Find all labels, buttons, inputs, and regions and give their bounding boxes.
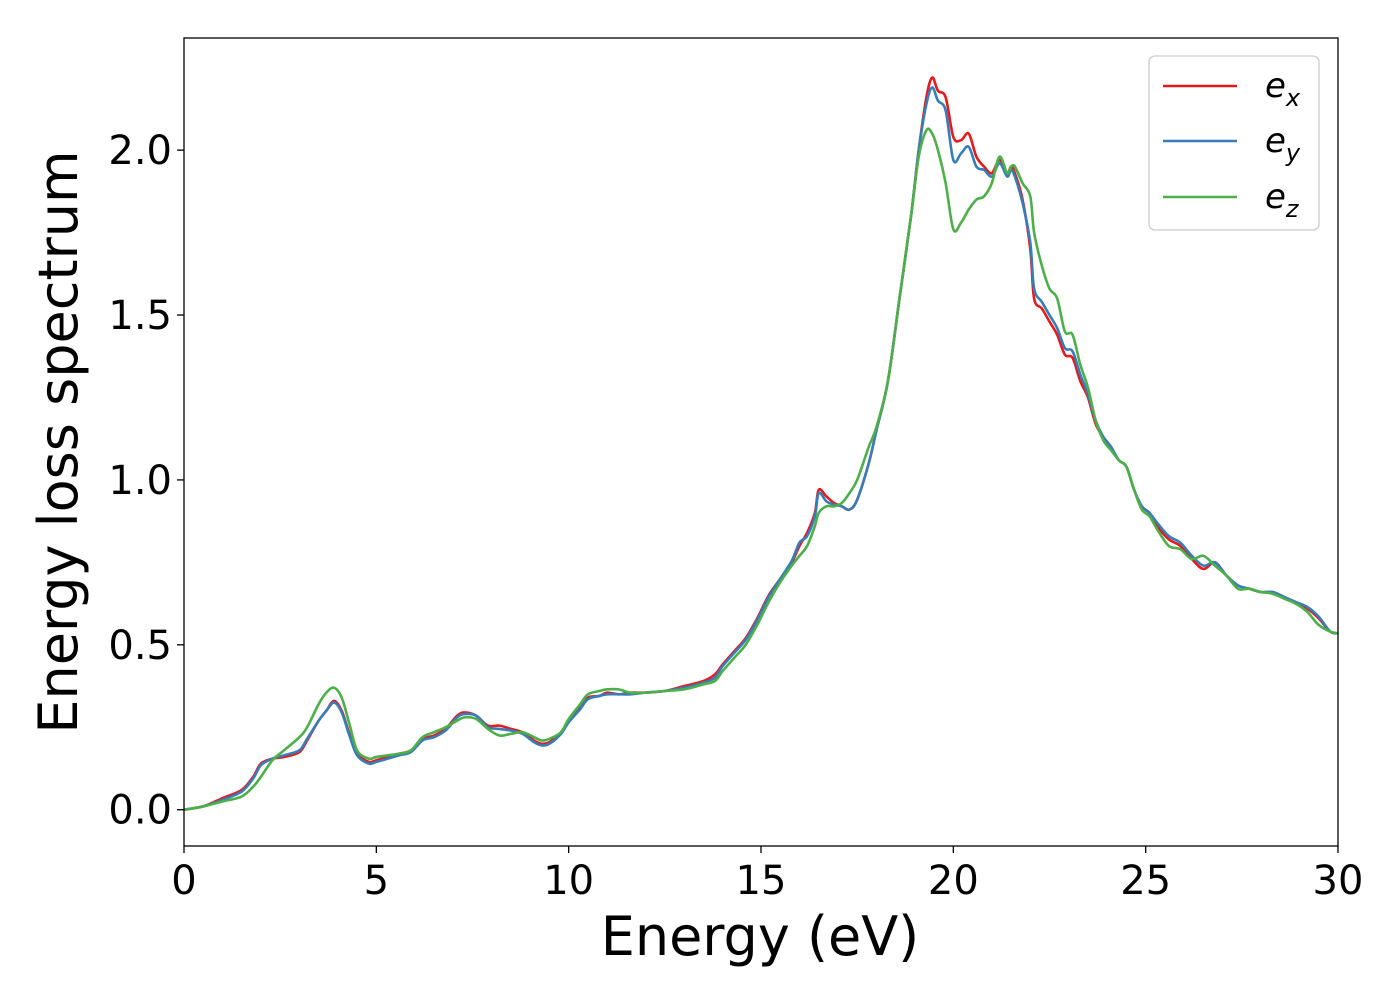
legend-label-ez: ez <box>1265 177 1300 223</box>
legend-label-ex: ex <box>1265 66 1301 112</box>
y-axis: 0.0 0.5 1.0 1.5 2.0 <box>108 128 184 834</box>
legend-label-base: e <box>1265 121 1286 161</box>
legend-box <box>1148 55 1320 231</box>
x-tick-label: 0 <box>171 858 196 904</box>
legend-label-subscript: x <box>1285 84 1301 112</box>
y-axis-label: Energy loss spectrum <box>27 150 90 733</box>
legend-label-ey: ey <box>1265 121 1301 167</box>
legend-label-subscript: z <box>1285 195 1300 223</box>
series-line-ez <box>184 127 1338 812</box>
x-tick-label: 15 <box>736 858 787 904</box>
x-tick-label: 5 <box>364 858 389 904</box>
y-tick-label: 0.5 <box>108 623 172 669</box>
x-tick-label: 10 <box>543 858 594 904</box>
y-tick-label: 1.5 <box>108 293 172 339</box>
series-layer <box>184 76 1338 812</box>
y-tick-label: 1.0 <box>108 458 172 504</box>
y-tick-label: 0.0 <box>108 788 172 834</box>
x-axis-label: Energy (eV) <box>601 905 920 968</box>
x-axis: 0 5 10 15 20 25 30 <box>171 846 1363 904</box>
x-tick-label: 25 <box>1120 858 1171 904</box>
legend-label-subscript: y <box>1285 139 1301 167</box>
x-tick-label: 30 <box>1313 858 1364 904</box>
y-tick-label: 2.0 <box>108 128 172 174</box>
legend-label-base: e <box>1265 66 1286 106</box>
legend-label-base: e <box>1265 177 1286 217</box>
x-tick-label: 20 <box>928 858 979 904</box>
